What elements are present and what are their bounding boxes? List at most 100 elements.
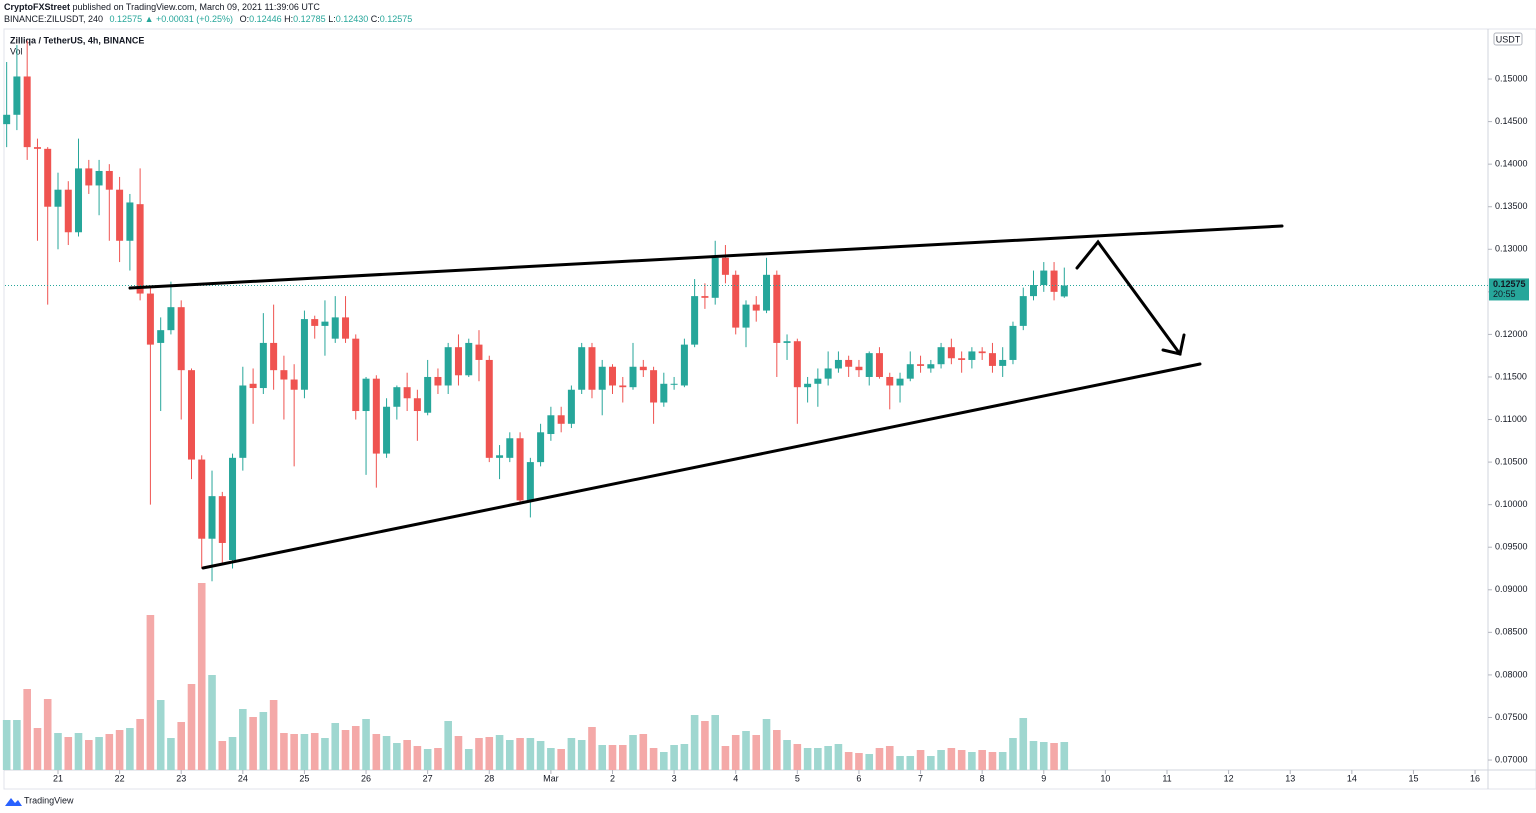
y-tick-label: 0.11000	[1495, 414, 1527, 424]
volume-bar	[218, 741, 227, 770]
volume-bar	[885, 746, 894, 770]
y-tick-label: 0.09000	[1495, 584, 1528, 594]
volume-bar	[475, 738, 483, 770]
ohlc-key: H:	[284, 14, 293, 24]
candle-body	[424, 376, 432, 413]
candle-body	[506, 438, 514, 458]
candle-body	[475, 344, 483, 360]
volume-bar	[824, 746, 832, 770]
upper-trendline	[128, 224, 1284, 290]
volume-bar	[54, 733, 62, 770]
volume-bar	[13, 720, 21, 770]
x-tick-label: Mar	[543, 773, 559, 783]
candle-body	[947, 347, 955, 359]
volume-bar	[773, 730, 781, 770]
candle-body	[752, 304, 760, 311]
volume-bar	[1009, 738, 1017, 770]
candle-body	[485, 359, 493, 458]
volume-bar	[1039, 742, 1048, 770]
volume-bar	[844, 752, 853, 770]
candle-body	[814, 378, 822, 384]
candle-body	[660, 383, 668, 403]
candle-body	[44, 148, 52, 207]
candle-body	[95, 170, 103, 186]
ohlc-value: 0.12785	[293, 14, 326, 24]
x-tick-label: 7	[918, 773, 923, 783]
volume-bar	[310, 733, 319, 770]
last-price-box	[1489, 278, 1529, 301]
volume-bar	[618, 745, 627, 770]
x-tick-label: 14	[1347, 773, 1357, 783]
volume-bar	[84, 740, 93, 770]
candle-body	[783, 341, 791, 343]
candle-body	[362, 378, 370, 412]
x-tick-label: 11	[1162, 773, 1171, 783]
candle-body	[906, 364, 914, 379]
candle-body	[1029, 285, 1037, 297]
candle-body	[1050, 270, 1058, 292]
y-tick-label: 0.08000	[1495, 669, 1528, 679]
volume-bar	[393, 743, 401, 770]
candle-body	[937, 347, 945, 365]
candle-body	[331, 317, 339, 339]
ohlc-value: 0.12575	[380, 14, 413, 24]
candle-body	[526, 462, 534, 501]
volume-bar	[372, 734, 381, 770]
volume-bar	[721, 746, 730, 770]
volume-bar	[978, 750, 986, 770]
volume-bar	[74, 733, 83, 770]
ohlc-key: L:	[328, 14, 336, 24]
volume-bar	[588, 727, 596, 770]
candle-body	[372, 378, 380, 454]
volume-bar	[105, 734, 114, 770]
volume-bar	[670, 745, 678, 770]
x-tick-label: 12	[1224, 773, 1234, 783]
volume-bar	[423, 749, 432, 770]
x-tick-label: 8	[980, 773, 985, 783]
volume-bar	[351, 726, 360, 770]
volume-bar	[690, 715, 699, 770]
candle-body	[434, 376, 442, 386]
volume-bar	[136, 719, 144, 770]
volume-bar	[1019, 718, 1028, 770]
volume-bar	[711, 715, 720, 770]
candle-body	[721, 257, 729, 275]
x-tick-label: 3	[672, 773, 677, 783]
x-tick-label: 10	[1100, 773, 1110, 783]
volume-bar	[906, 756, 915, 770]
volume-bar	[701, 721, 709, 770]
volume-bar	[947, 748, 956, 770]
volume-bar	[834, 744, 843, 770]
candle-body	[413, 398, 421, 412]
volume-bar	[865, 754, 874, 770]
currency-box	[1493, 32, 1523, 46]
volume-bar	[464, 749, 473, 770]
candle-body	[85, 168, 93, 186]
lower-trendline	[201, 362, 1202, 570]
candle-body	[557, 415, 565, 424]
candle-body	[157, 330, 165, 343]
x-tick-label: 25	[299, 773, 309, 783]
volume-bar	[300, 734, 309, 770]
candle-body	[804, 383, 812, 388]
volume-bar	[167, 738, 175, 770]
x-tick-label: 28	[484, 773, 494, 783]
candle-body	[290, 379, 298, 390]
volume-bar	[187, 684, 196, 770]
volume-bar	[177, 722, 186, 770]
candle-body	[54, 189, 62, 207]
y-tick-label: 0.08500	[1495, 627, 1528, 637]
x-tick-label: 24	[238, 773, 248, 783]
volume-bar	[598, 745, 607, 770]
volume-bar	[269, 700, 278, 770]
candle-body	[588, 347, 596, 390]
y-tick-label: 0.14500	[1495, 116, 1528, 126]
y-tick-label: 0.09500	[1495, 542, 1528, 552]
volume-bar	[1060, 742, 1069, 770]
volume-bar	[793, 744, 802, 770]
candle-body	[855, 366, 863, 371]
candle-body	[711, 257, 719, 298]
volume-bar	[321, 738, 329, 770]
candle-body	[444, 347, 452, 386]
